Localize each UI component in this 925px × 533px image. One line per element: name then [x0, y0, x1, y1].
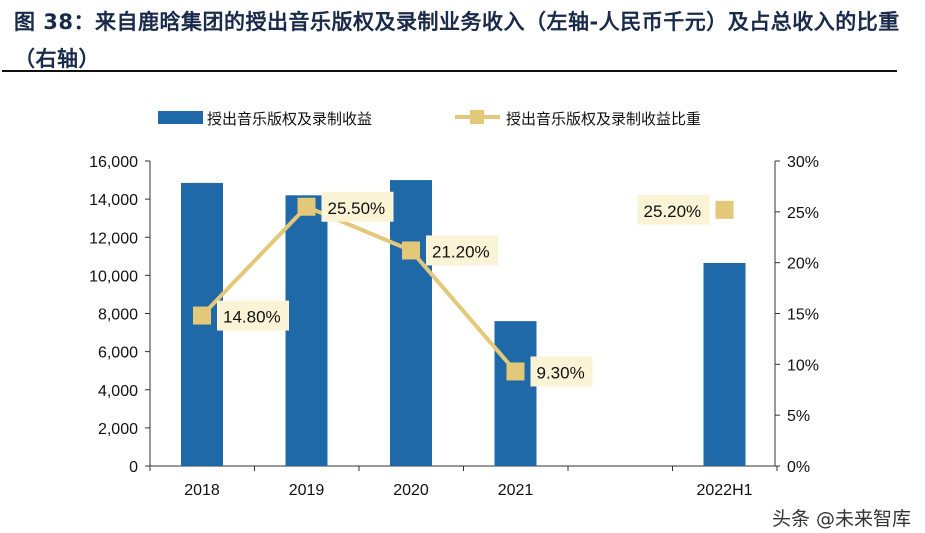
- data-label-bg: [530, 356, 593, 387]
- right-tick-label: 0%: [787, 459, 810, 476]
- watermark: 头条 @未来智库: [771, 508, 911, 530]
- left-tick-label: 10,000: [89, 268, 138, 285]
- legend-bar-swatch: [158, 111, 203, 124]
- data-label: 14.80%: [223, 308, 281, 327]
- legend-line-marker: [470, 110, 484, 124]
- data-label-bg: [217, 300, 289, 331]
- x-tick-label: 2020: [393, 482, 429, 499]
- left-tick-label: 14,000: [89, 192, 138, 209]
- left-tick-label: 0: [129, 459, 138, 476]
- bar-2021: [494, 321, 537, 466]
- title-rule: [2, 70, 897, 72]
- data-label-bg: [426, 235, 498, 266]
- left-tick-label: 12,000: [89, 230, 138, 247]
- ratio-marker-2020: [402, 241, 420, 260]
- data-label: 25.50%: [328, 199, 386, 218]
- right-tick-label: 20%: [787, 256, 819, 273]
- ratio-marker-2019: [297, 197, 316, 216]
- ratio-line: [200, 204, 518, 373]
- data-label-bg: [637, 194, 710, 225]
- right-tick-label: 10%: [787, 357, 819, 374]
- right-tick-label: 30%: [787, 154, 819, 171]
- bar-2022H1: [703, 262, 746, 466]
- legend-line-label: 授出音乐版权及录制收益比重: [506, 110, 701, 128]
- left-tick-label: 16,000: [89, 154, 138, 171]
- right-tick-label: 25%: [787, 205, 819, 222]
- bar-2019: [285, 195, 328, 466]
- right-tick-label: 5%: [787, 408, 810, 425]
- right-tick-label: 15%: [787, 307, 819, 324]
- ratio-marker-2018: [193, 306, 211, 325]
- legend-bar-label: 授出音乐版权及录制收益: [207, 110, 372, 128]
- ratio-marker-2022H1: [715, 200, 734, 219]
- data-label: 9.30%: [537, 363, 585, 382]
- x-tick-label: 2021: [498, 482, 534, 499]
- bar-2020: [390, 180, 432, 466]
- data-label: 25.20%: [644, 202, 702, 221]
- left-tick-label: 4,000: [98, 383, 138, 400]
- data-label-bg: [321, 191, 394, 222]
- left-tick-label: 2,000: [98, 421, 138, 438]
- x-tick-label: 2022H1: [696, 482, 752, 499]
- x-tick-label: 2019: [289, 482, 325, 499]
- left-tick-label: 8,000: [98, 307, 138, 324]
- data-label: 21.20%: [432, 242, 490, 261]
- left-tick-label: 6,000: [98, 345, 138, 362]
- figure-title: 图 38：来自鹿晗集团的授出音乐版权及录制业务收入（左轴-人民币千元）及占总收入…: [14, 10, 900, 71]
- x-tick-label: 2018: [184, 482, 220, 499]
- ratio-marker-2021: [506, 362, 525, 381]
